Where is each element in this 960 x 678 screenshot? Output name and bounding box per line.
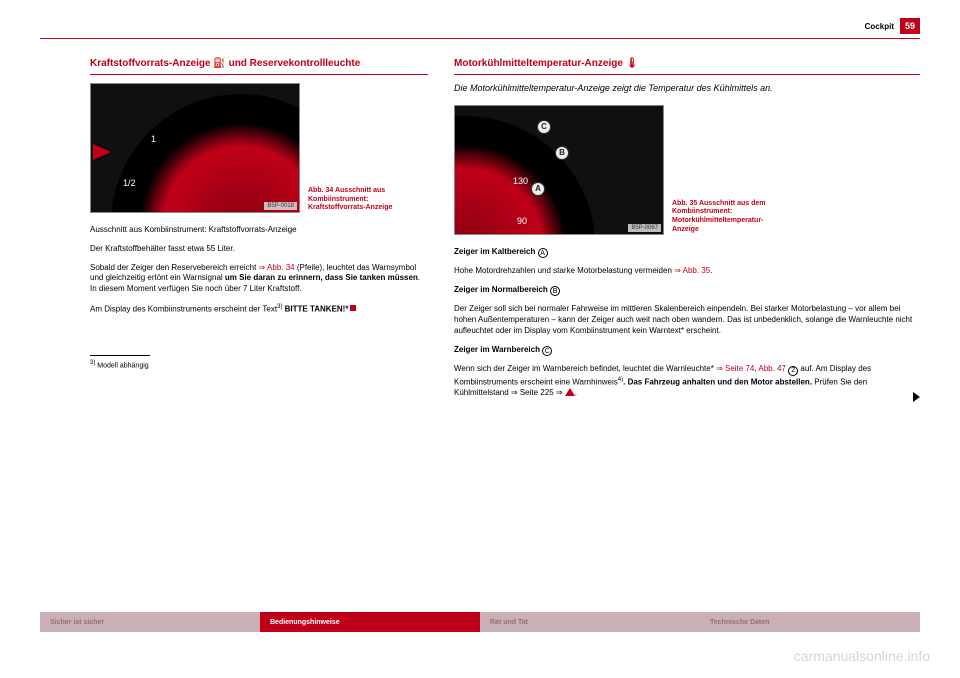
heading-rule — [90, 74, 428, 75]
letter-b-icon: B — [550, 286, 560, 296]
ref-link: ⇒ Seite 74 — [716, 364, 754, 373]
text-bold: . Das Fahrzeug anhalten und den Motor ab… — [623, 378, 812, 387]
letter-a-icon: A — [538, 248, 548, 258]
zone-c-heading: Zeiger im Warnbereich C — [454, 345, 920, 357]
text-bold: Zeiger im Kaltbereich — [454, 247, 538, 256]
fuel-gauge: 1 1/2 0 — [111, 94, 300, 213]
left-heading: Kraftstoffvorrats-Anzeige ⛽ und Reservek… — [90, 57, 428, 70]
footnote-text: Modell abhängig — [97, 363, 148, 370]
watermark: carmanualsonline.info — [794, 648, 930, 664]
footer-nav: Sicher ist sicher Bedienungshinweise Rat… — [40, 612, 920, 632]
figure-34-block: 1 1/2 0 B5P-0018 Abb. 34 Ausschnitt aus … — [90, 83, 428, 213]
zone-b-para: Der Zeiger soll sich bei normaler Fahrwe… — [454, 304, 920, 336]
text: . — [710, 266, 712, 275]
text: Wenn sich der Zeiger im Warnbereich befi… — [454, 364, 716, 373]
pointer-arrow-icon — [93, 144, 111, 160]
nav-tab-technische[interactable]: Technische Daten — [700, 612, 920, 632]
nav-tab-bedienung[interactable]: Bedienungshinweise — [260, 612, 480, 632]
zone-a-para: Hohe Motordrehzahlen und starke Motorbel… — [454, 266, 920, 277]
ref-link: Abb. 47 — [758, 364, 788, 373]
ref-number-icon: 2 — [788, 366, 798, 376]
ref-link: ⇒ Abb. 35 — [674, 266, 710, 275]
text-bold: BITTE TANKEN!* — [282, 305, 348, 314]
warning-triangle-icon — [565, 388, 575, 396]
ref-link: ⇒ Abb. 34 — [259, 263, 295, 272]
section-name: Cockpit — [865, 22, 894, 31]
scale-label: 130 — [513, 176, 528, 186]
text: Am Display des Kombiinstruments erschein… — [90, 305, 277, 314]
text: Hohe Motordrehzahlen und starke Motorbel… — [454, 266, 674, 275]
scale-label: 1 — [151, 134, 156, 144]
letter-c-icon: C — [542, 346, 552, 356]
footnote: 3) Modell abhängig — [90, 360, 428, 369]
footnote-rule — [90, 355, 150, 356]
figure-35-block: 130 90 A B C B5P-0067 Abb. 35 Ausschnitt… — [454, 105, 920, 235]
nav-tab-rat[interactable]: Rat und Tat — [480, 612, 700, 632]
image-id-tag: B5P-0018 — [264, 202, 297, 210]
image-id-tag: B5P-0067 — [628, 224, 661, 232]
left-column: Kraftstoffvorrats-Anzeige ⛽ und Reservek… — [40, 57, 428, 407]
text-bold: um Sie daran zu erinnern, dass Sie tanke… — [225, 273, 418, 282]
continue-arrow-icon — [913, 392, 920, 402]
left-para-2: Der Kraftstoffbehälter fasst etwa 55 Lit… — [90, 244, 428, 255]
zone-b-heading: Zeiger im Normalbereich B — [454, 285, 920, 297]
end-block-icon — [350, 305, 356, 311]
callout-a: A — [531, 182, 545, 196]
right-column: Motorkühlmitteltemperatur-Anzeige 🌡 Die … — [454, 57, 920, 407]
figure-35-caption: Abb. 35 Ausschnitt aus dem Kombiinstrume… — [672, 200, 782, 235]
callout-c: C — [537, 120, 551, 134]
text: Sobald der Zeiger den Reservebereich err… — [90, 263, 259, 272]
page-number-badge: 59 — [900, 18, 920, 34]
page-header: Cockpit 59 — [40, 18, 920, 38]
heading-rule — [454, 74, 920, 75]
left-para-4: Am Display des Kombiinstruments erschein… — [90, 303, 428, 315]
header-rule — [40, 38, 920, 39]
content-columns: Kraftstoffvorrats-Anzeige ⛽ und Reservek… — [40, 57, 920, 407]
figure-34-image: 1 1/2 0 B5P-0018 — [90, 83, 300, 213]
figure-35-image: 130 90 A B C B5P-0067 — [454, 105, 664, 235]
figure-34-caption: Abb. 34 Ausschnitt aus Kombiinstrument: … — [308, 187, 418, 213]
scale-label: 1/2 — [123, 178, 136, 188]
left-para-1: Ausschnitt aus Kombiinstrument: Kraftsto… — [90, 225, 428, 236]
text-bold: Zeiger im Normalbereich — [454, 285, 550, 294]
left-para-3: Sobald der Zeiger den Reservebereich err… — [90, 263, 428, 295]
text-bold: Zeiger im Warnbereich — [454, 345, 542, 354]
zone-c-para: Wenn sich der Zeiger im Warnbereich befi… — [454, 364, 920, 399]
zone-a-heading: Zeiger im Kaltbereich A — [454, 247, 920, 259]
right-heading: Motorkühlmitteltemperatur-Anzeige 🌡 — [454, 57, 920, 70]
temp-gauge: 130 90 — [454, 116, 595, 235]
page: Cockpit 59 Kraftstoffvorrats-Anzeige ⛽ u… — [40, 0, 920, 407]
nav-tab-sicher[interactable]: Sicher ist sicher — [40, 612, 260, 632]
text: . — [575, 388, 577, 397]
footnote-mark: 3) — [90, 360, 95, 366]
scale-label: 90 — [517, 216, 527, 226]
callout-b: B — [555, 146, 569, 160]
right-subtitle: Die Motorkühlmitteltemperatur-Anzeige ze… — [454, 83, 920, 95]
